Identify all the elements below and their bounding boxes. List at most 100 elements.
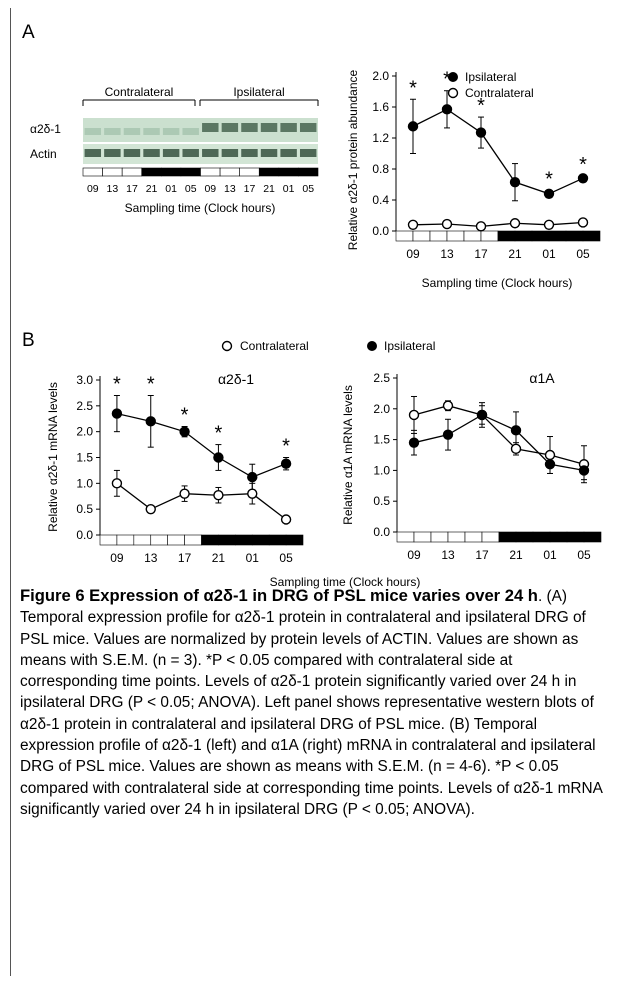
blot-lane-label: 21	[263, 183, 275, 195]
shared-xlabel-b: Sampling time (Clock hours)	[270, 575, 421, 589]
filled-data-point	[280, 458, 292, 469]
significance-asterisk: *	[409, 77, 417, 99]
y-tick-label: 0.5	[76, 502, 93, 516]
y-tick-label: 0.0	[76, 528, 93, 542]
x-tick-label: 09	[406, 247, 420, 261]
blot-xlabel: Sampling time (Clock hours)	[125, 201, 276, 215]
actin-band	[104, 149, 121, 157]
actin-band	[260, 149, 278, 157]
alpha2delta1-band	[143, 128, 160, 135]
significance-asterisk: *	[477, 95, 485, 117]
legend-contralateral-marker	[447, 87, 459, 99]
alpha2delta1-band	[104, 128, 121, 135]
actin-band	[123, 149, 141, 157]
alpha2delta1-band	[202, 123, 219, 132]
filled-data-point	[111, 408, 123, 419]
x-tick-label: 17	[178, 551, 192, 565]
blot-lane-label: 05	[185, 183, 197, 195]
chart-b1-ylabel: Relative α2δ-1 mRNA levels	[46, 382, 60, 532]
actin-band	[143, 149, 160, 157]
chart-b1-title: α2δ-1	[218, 371, 254, 387]
y-tick-label: 1.5	[76, 451, 93, 465]
y-tick-label: 1.6	[372, 100, 389, 114]
alpha2delta1-band	[182, 128, 199, 135]
x-tick-label: 09	[110, 551, 124, 565]
open-data-point	[111, 478, 123, 489]
chart-b2-title: α1A	[529, 370, 555, 386]
filled-data-point	[578, 465, 590, 476]
y-tick-label: 3.0	[76, 373, 93, 387]
significance-asterisk: *	[545, 169, 553, 191]
legend-b-ipsilateral-label: Ipsilateral	[384, 339, 435, 353]
light-phase-cell	[430, 531, 449, 543]
alpha2delta1-band	[299, 123, 317, 132]
x-tick-label: 09	[407, 548, 421, 562]
blot-lane-label: 09	[204, 183, 216, 195]
x-tick-label: 21	[212, 551, 226, 565]
light-phase-cell	[481, 531, 500, 543]
filled-data-point	[577, 173, 589, 184]
y-tick-label: 0.0	[373, 525, 390, 539]
legend-ipsilateral-marker	[448, 72, 458, 82]
blot-lane-label: 13	[224, 183, 236, 195]
y-tick-label: 2.0	[76, 425, 93, 439]
filled-data-point	[475, 127, 487, 138]
x-tick-label: 13	[441, 548, 455, 562]
filled-data-point	[213, 452, 224, 463]
dark-phase-cell	[549, 531, 568, 543]
series-line	[412, 221, 584, 228]
legend-b-contralateral-label: Contralateral	[240, 339, 309, 353]
alpha2delta1-band	[84, 128, 102, 135]
x-tick-label: 01	[542, 247, 556, 261]
open-data-point	[407, 219, 419, 231]
y-tick-label: 0.8	[372, 162, 389, 176]
blot-lane-label: 09	[87, 183, 99, 195]
open-data-point	[577, 217, 589, 228]
filled-data-point	[441, 104, 453, 115]
dark-phase-cell	[566, 531, 585, 543]
x-tick-label: 01	[246, 551, 260, 565]
significance-asterisk: *	[443, 69, 451, 91]
legend-b-ipsilateral-marker	[367, 341, 377, 351]
light-phase-cell	[413, 531, 432, 543]
ipsilateral-group-label: Ipsilateral	[233, 85, 284, 99]
actin-band	[182, 149, 199, 157]
legend-contralateral-label: Contralateral	[465, 86, 534, 100]
chart-protein-abundance: Relative α2δ-1 protein abundance Samplin…	[346, 69, 601, 290]
open-data-point	[509, 218, 521, 229]
x-tick-label: 17	[475, 548, 489, 562]
x-tick-label: 01	[543, 548, 557, 562]
blot-lane-label: 01	[165, 183, 177, 195]
actin-band-strip	[83, 144, 318, 164]
actin-band	[299, 149, 317, 157]
open-data-point	[179, 488, 190, 499]
open-data-point	[475, 221, 487, 232]
significance-asterisk: *	[215, 423, 223, 445]
y-tick-label: 1.0	[76, 476, 93, 490]
dark-phase-cell	[582, 230, 601, 242]
x-tick-label: 05	[577, 548, 591, 562]
y-tick-label: 1.2	[372, 131, 389, 145]
figure-caption: Figure 6 Expression of α2δ-1 in DRG of P…	[20, 585, 612, 820]
chart-a-ylabel: Relative α2δ-1 protein abundance	[346, 69, 360, 250]
filled-data-point	[509, 176, 521, 188]
actin-band	[202, 149, 219, 157]
alpha2delta1-band-strip	[83, 118, 318, 142]
figure-frame	[10, 8, 619, 976]
x-tick-label: 17	[474, 247, 488, 261]
filled-data-point	[543, 188, 555, 200]
blot-lane-label: 21	[146, 183, 158, 195]
blot-lane-label: 05	[302, 183, 314, 195]
open-data-point	[510, 443, 522, 455]
actin-band	[221, 149, 239, 157]
y-tick-label: 2.0	[373, 402, 390, 416]
alpha2delta1-band	[280, 123, 297, 132]
blot-lane-label: 13	[107, 183, 119, 195]
contralateral-group-label: Contralateral	[105, 85, 174, 99]
x-tick-label: 05	[576, 247, 590, 261]
actin-band	[162, 149, 180, 157]
x-tick-label: 13	[440, 247, 454, 261]
panel-b-letter: B	[22, 330, 35, 351]
open-data-point	[247, 488, 258, 499]
dark-phase-cell	[532, 531, 551, 543]
